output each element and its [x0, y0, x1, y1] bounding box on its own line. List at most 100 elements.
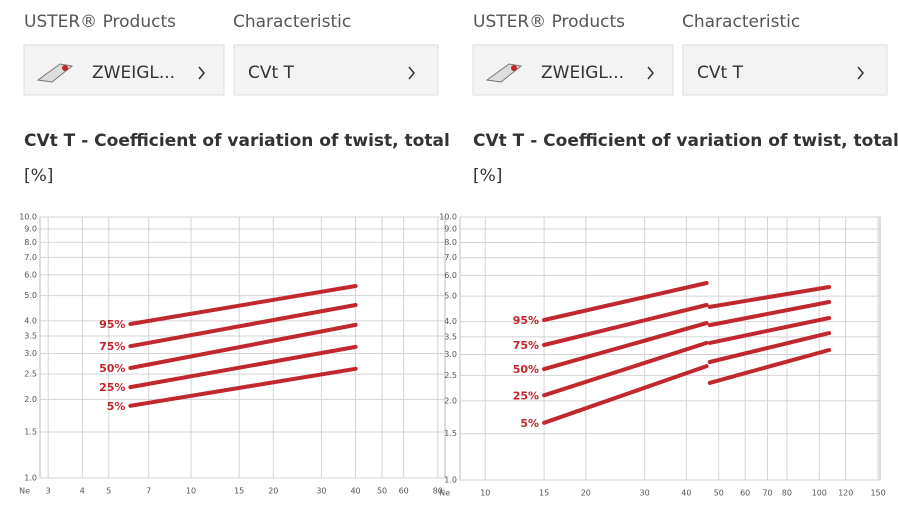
series-label: 5%: [520, 417, 539, 430]
x-tick-label: 120: [838, 489, 853, 498]
x-tick-label: 10: [480, 489, 490, 498]
y-tick-label: 5.0: [24, 291, 37, 300]
chevron: [857, 66, 864, 80]
y-tick-label: 4.0: [444, 317, 457, 326]
characteristic-button[interactable]: CVt T: [233, 44, 439, 96]
x-tick-label: 15: [234, 487, 244, 496]
x-axis-label: Ne: [439, 489, 450, 498]
series-line: [542, 348, 832, 425]
x-axis-label: Ne: [19, 487, 30, 496]
series-label: 95%: [513, 314, 539, 327]
series-line: [542, 281, 832, 322]
chart: 1.0 1.5 2.0 2.5 3.0 3.5 4.0 5.0 6.0 7.0 8.0 9.0 10.0…: [19, 213, 446, 496]
product-button-text: ZWEIGL...: [92, 63, 175, 83]
x-tick-label: 5: [106, 487, 111, 496]
product-button-text: ZWEIGL...: [541, 63, 624, 83]
chart-heading: CVt T - Coefficient of variation of twis…: [473, 131, 898, 151]
x-tick-label: 20: [581, 489, 591, 498]
panel: USTER® Products Characteristic ZWEIGL... CV…: [472, 12, 898, 186]
y-tick-label: 8.0: [444, 238, 457, 247]
x-tick-label: 7: [146, 487, 151, 496]
chevron: [198, 66, 205, 80]
x-tick-label: 100: [812, 489, 827, 498]
x-tick-label: 4: [80, 487, 85, 496]
unit-label: [%]: [473, 166, 502, 186]
plot-area: [459, 216, 881, 481]
x-tick-label: 150: [870, 489, 885, 498]
y-tick-label: 2.0: [24, 395, 37, 404]
x-tick-label: 70: [762, 489, 772, 498]
chart-heading: CVt T - Coefficient of variation of twis…: [24, 131, 450, 151]
y-tick-label: 8.0: [24, 238, 37, 247]
x-tick-label: 15: [539, 489, 549, 498]
x-tick-label: 50: [714, 489, 724, 498]
series-label: 25%: [513, 389, 539, 402]
y-tick-label: 7.0: [24, 253, 37, 262]
y-tick-label: 2.5: [24, 370, 37, 379]
products-label: USTER® Products: [473, 12, 625, 32]
series-label: 25%: [99, 381, 125, 394]
series-line: [542, 316, 832, 372]
series-label: 95%: [99, 318, 125, 331]
series-line: [542, 300, 832, 347]
y-tick-label: 3.5: [24, 331, 37, 340]
x-tick-label: 60: [399, 487, 409, 496]
y-tick-label: 4.0: [24, 316, 37, 325]
button-bg: [682, 44, 888, 96]
characteristic-button-text: CVt T: [697, 63, 744, 83]
x-tick-label: 10: [186, 487, 196, 496]
product-icon-dot: [62, 65, 68, 71]
y-tick-label: 9.0: [24, 224, 37, 233]
x-tick-label: 40: [350, 487, 360, 496]
series-line: [542, 331, 832, 398]
series-label: 75%: [99, 340, 125, 353]
x-tick-label: 20: [268, 487, 278, 496]
y-tick-label: 9.0: [444, 225, 457, 234]
y-tick-label: 7.0: [444, 253, 457, 262]
y-tick-label: 6.0: [444, 271, 457, 280]
x-tick-label: 3: [46, 487, 51, 496]
button-bg: [233, 44, 439, 96]
x-tick-label: 50: [377, 487, 387, 496]
series-line: [128, 303, 358, 349]
characteristic-button[interactable]: CVt T: [682, 44, 888, 96]
product-icon-dot: [511, 65, 517, 71]
series-line: [128, 284, 358, 326]
series-line: [128, 366, 358, 408]
y-tick-label: 6.0: [24, 270, 37, 279]
y-tick-label: 1.5: [24, 428, 37, 437]
x-tick-label: 80: [782, 489, 792, 498]
y-tick-label: 10.0: [439, 213, 457, 222]
y-tick-label: 1.0: [24, 474, 37, 483]
y-tick-label: 3.0: [444, 350, 457, 359]
unit-label: [%]: [24, 166, 53, 186]
chevron: [647, 66, 654, 80]
series-line: [128, 322, 358, 370]
chevron: [408, 66, 415, 80]
characteristic-button-text: CVt T: [248, 63, 295, 83]
x-tick-label: 40: [681, 489, 691, 498]
product-button[interactable]: ZWEIGL...: [472, 44, 674, 96]
y-tick-label: 1.5: [444, 429, 457, 438]
y-tick-label: 5.0: [444, 292, 457, 301]
y-tick-label: 1.0: [444, 476, 457, 485]
chart: 1.0 1.5 2.0 2.5 3.0 3.5 4.0 5.0 6.0 7.0 8.0 9.0 10.0…: [439, 213, 886, 498]
x-tick-label: 30: [640, 489, 650, 498]
x-tick-label: 30: [316, 487, 326, 496]
product-button[interactable]: ZWEIGL...: [23, 44, 225, 96]
y-tick-label: 3.0: [24, 349, 37, 358]
x-tick-label: 60: [740, 489, 750, 498]
series-label: 50%: [513, 363, 539, 376]
series-label: 75%: [513, 339, 539, 352]
panel: USTER® Products Characteristic ZWEIGL... CV…: [23, 12, 450, 186]
series-label: 50%: [99, 362, 125, 375]
characteristic-label: Characteristic: [233, 12, 351, 32]
products-label: USTER® Products: [24, 12, 176, 32]
y-tick-label: 10.0: [19, 213, 37, 222]
series-label: 5%: [107, 400, 126, 413]
y-tick-label: 2.0: [444, 396, 457, 405]
characteristic-label: Characteristic: [682, 12, 800, 32]
y-tick-label: 3.5: [444, 332, 457, 341]
x-tick-label: 80: [433, 487, 443, 496]
